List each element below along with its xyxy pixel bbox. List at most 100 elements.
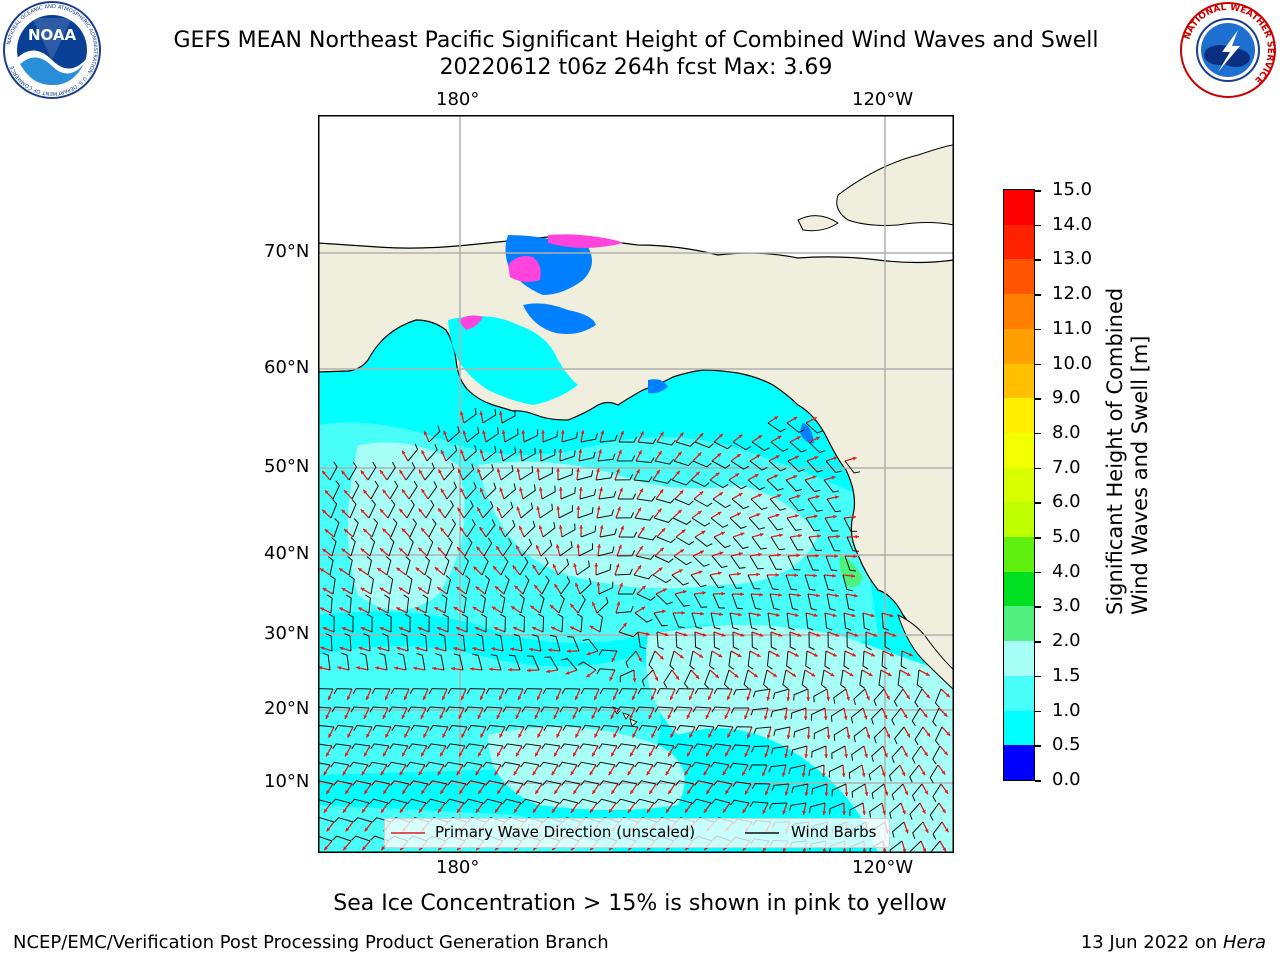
wave-arrow-head [722,771,727,776]
wind-barb [747,574,761,590]
wind-barb [868,764,882,781]
wave-arrow-head [567,649,571,654]
wave-arrow-head [459,527,464,532]
wave-arrow-head [366,733,370,738]
wave-arrow-head [382,714,387,719]
wind-barb [831,783,847,797]
wind-barb [637,780,657,786]
colorbar-segment [1004,641,1034,676]
wave-arrow-head [742,771,746,776]
wave-arrow-head [531,626,536,631]
wave-arrow-head [548,648,552,653]
wind-barb [692,460,712,468]
map-grid [318,115,954,853]
wave-arrow-head [596,506,601,511]
wind-barb [829,802,845,815]
wind-barb [425,499,435,519]
land-baja [897,614,954,691]
wind-barb [693,743,713,750]
wave-arrow-head [497,789,501,794]
wave-arrow-head [532,771,537,776]
wave-arrow-head [659,655,664,660]
sea-ice-north [548,234,623,248]
wind-barb [652,478,672,484]
wind-barb [614,568,633,576]
wind-barb [370,743,390,750]
wind-barb [403,594,410,614]
wind-barb [747,479,766,491]
wave-direction-legend-swatch [391,832,425,834]
wave-arrow-head [558,449,563,453]
footer-timestamp: 13 Jun 2022 on Hera [1081,932,1266,953]
wave-arrow-head [361,771,366,776]
wave-arrow-head [591,714,596,719]
wave-arrow-head [812,417,817,421]
wave-arrow-head [849,672,854,677]
wind-barb [770,441,789,452]
wind-barb [749,460,768,471]
wind-barb [785,479,803,492]
colorbar-tick-label: 15.0 [1052,179,1093,200]
wave-arrow-head [740,592,744,597]
wind-barb [427,481,438,500]
wave-arrow-head [802,810,807,815]
wind-barb [694,780,714,786]
wind-barb [891,707,902,726]
wind-barb [360,652,369,671]
wave-arrow-head [421,450,425,455]
wind-barb [932,745,941,765]
wave-arrow-head [482,430,486,435]
lat-label-20n: 20°N [264,698,310,719]
wave-arrow-head [718,433,723,438]
wave-arrow-head [344,714,349,719]
lat-label-50n: 50°N [264,456,310,477]
wind-barb [811,745,827,758]
wave-arrow-head [715,674,719,679]
wave-arrow-head [326,752,330,757]
wave-arrow-head [596,582,601,586]
wind-barb [577,507,594,519]
wave-arrow-head [921,771,926,776]
wave-arrow-head [532,564,537,569]
wind-barb [424,462,435,481]
wave-arrow-head [326,789,330,794]
wave-arrow-head [679,432,684,437]
wave-arrow-head [513,808,518,813]
wind-barb [730,707,749,714]
wave-arrow-head [565,670,570,675]
wave-arrow-head [794,573,798,578]
wind-barb [406,499,415,519]
wind-barb [767,517,784,531]
wave-arrow-head [474,626,479,631]
wave-arrow-head [830,672,835,677]
wind-barb [748,764,768,771]
wind-barb [824,650,831,670]
wind-barb [502,798,522,805]
wave-arrow-head [440,488,445,493]
wind-barb [786,422,805,433]
wind-barb [463,408,477,424]
wind-barb [481,556,489,576]
wind-barb [825,460,842,474]
wave-arrow-head [853,593,858,598]
wave-arrow-head [382,489,387,494]
wind-barb [521,706,541,713]
wind-barb [351,743,371,750]
wave-arrow-head [702,632,707,637]
wind-barb [851,745,865,761]
wave-arrow-head [759,633,764,637]
wind-barb [424,556,431,576]
wave-arrow-head [833,456,838,461]
wind-barb [344,633,352,652]
wind-barb [442,613,449,633]
colorbar-tick-label: 14.0 [1052,213,1093,235]
colorbar-tick [1035,502,1041,504]
wave-arrow-head [476,546,481,551]
wind-barb [438,633,447,652]
wind-barb [384,594,390,614]
wind-barb [769,498,786,511]
wind-barb [465,575,471,595]
wind-barb [405,556,411,576]
wind-barb [831,745,846,760]
wave-arrow-head [806,697,811,701]
